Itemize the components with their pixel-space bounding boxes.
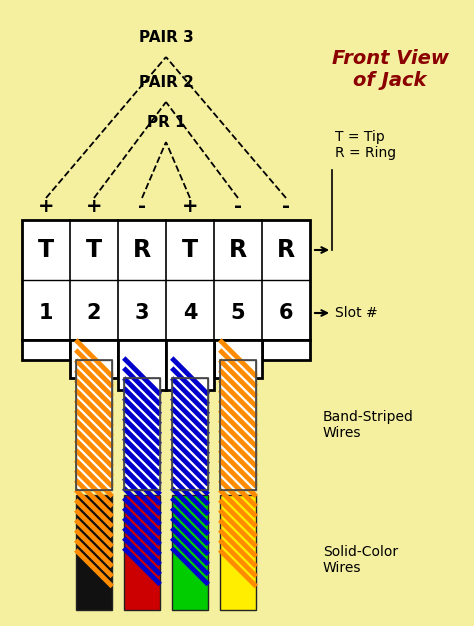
Bar bbox=[220, 360, 256, 490]
Text: PAIR 2: PAIR 2 bbox=[138, 75, 193, 90]
Text: R: R bbox=[277, 238, 295, 262]
Bar bbox=[172, 378, 208, 490]
Bar bbox=[22, 340, 70, 360]
Text: -: - bbox=[282, 197, 290, 215]
Text: 3: 3 bbox=[135, 303, 149, 323]
Text: Band-Striped
Wires: Band-Striped Wires bbox=[323, 410, 414, 440]
Text: 6: 6 bbox=[279, 303, 293, 323]
Bar bbox=[118, 340, 166, 390]
Text: Front View
of Jack: Front View of Jack bbox=[331, 49, 448, 91]
Text: 1: 1 bbox=[39, 303, 53, 323]
Text: -: - bbox=[138, 197, 146, 215]
Text: Solid-Color
Wires: Solid-Color Wires bbox=[323, 545, 398, 575]
Text: T = Tip
R = Ring: T = Tip R = Ring bbox=[335, 130, 396, 160]
Bar bbox=[262, 340, 310, 360]
Text: T: T bbox=[38, 238, 54, 262]
Bar bbox=[76, 360, 112, 490]
Bar bbox=[124, 495, 160, 610]
Bar bbox=[220, 360, 256, 490]
Text: 5: 5 bbox=[231, 303, 246, 323]
Text: +: + bbox=[86, 197, 102, 215]
Text: +: + bbox=[38, 197, 54, 215]
Bar bbox=[76, 495, 112, 610]
Text: 4: 4 bbox=[183, 303, 197, 323]
Bar bbox=[172, 378, 208, 490]
Bar bbox=[214, 340, 262, 378]
Bar bbox=[70, 340, 118, 378]
Text: PAIR 3: PAIR 3 bbox=[138, 30, 193, 45]
Text: PR 1: PR 1 bbox=[146, 115, 185, 130]
Text: Slot #: Slot # bbox=[335, 306, 378, 320]
Text: 2: 2 bbox=[87, 303, 101, 323]
Text: -: - bbox=[234, 197, 242, 215]
Text: T: T bbox=[182, 238, 198, 262]
Bar bbox=[76, 360, 112, 490]
Text: R: R bbox=[229, 238, 247, 262]
Text: T: T bbox=[86, 238, 102, 262]
Bar bbox=[166, 340, 214, 390]
Bar bbox=[124, 378, 160, 490]
Bar bbox=[124, 378, 160, 490]
Text: +: + bbox=[182, 197, 198, 215]
Bar bbox=[172, 495, 208, 610]
Bar bbox=[22, 220, 310, 340]
Text: R: R bbox=[133, 238, 151, 262]
Bar bbox=[220, 495, 256, 610]
